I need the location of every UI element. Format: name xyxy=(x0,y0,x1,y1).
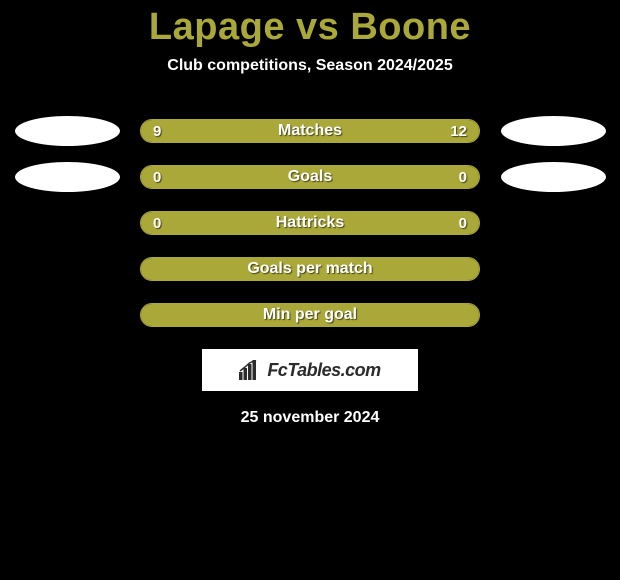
stat-label: Goals xyxy=(141,168,479,186)
stat-row: Min per goal xyxy=(0,303,620,327)
stats-container: 912Matches 00Goals 00Hattricks Goals per ma… xyxy=(0,119,620,327)
player-left-oval xyxy=(15,116,120,146)
player-right-oval xyxy=(501,162,606,192)
stat-row: 00Hattricks xyxy=(0,211,620,235)
stat-label: Matches xyxy=(141,122,479,140)
stat-bar: Min per goal xyxy=(140,303,480,327)
page-title: Lapage vs Boone xyxy=(0,0,620,49)
subtitle: Club competitions, Season 2024/2025 xyxy=(0,57,620,75)
stat-row: 912Matches xyxy=(0,119,620,143)
stat-bar: Goals per match xyxy=(140,257,480,281)
right-slot xyxy=(498,162,608,192)
barchart-icon xyxy=(239,360,261,380)
date-label: 25 november 2024 xyxy=(0,409,620,427)
stat-label: Hattricks xyxy=(141,214,479,232)
site-logo: FcTables.com xyxy=(202,349,418,391)
stat-label: Min per goal xyxy=(141,306,479,324)
left-slot xyxy=(12,162,122,192)
player-left-oval xyxy=(15,162,120,192)
player-right-oval xyxy=(501,116,606,146)
stat-bar: 912Matches xyxy=(140,119,480,143)
left-slot xyxy=(12,116,122,146)
stat-row: Goals per match xyxy=(0,257,620,281)
stat-bar: 00Hattricks xyxy=(140,211,480,235)
stat-row: 00Goals xyxy=(0,165,620,189)
logo-text: FcTables.com xyxy=(267,360,380,381)
stat-bar: 00Goals xyxy=(140,165,480,189)
stat-label: Goals per match xyxy=(141,260,479,278)
right-slot xyxy=(498,116,608,146)
